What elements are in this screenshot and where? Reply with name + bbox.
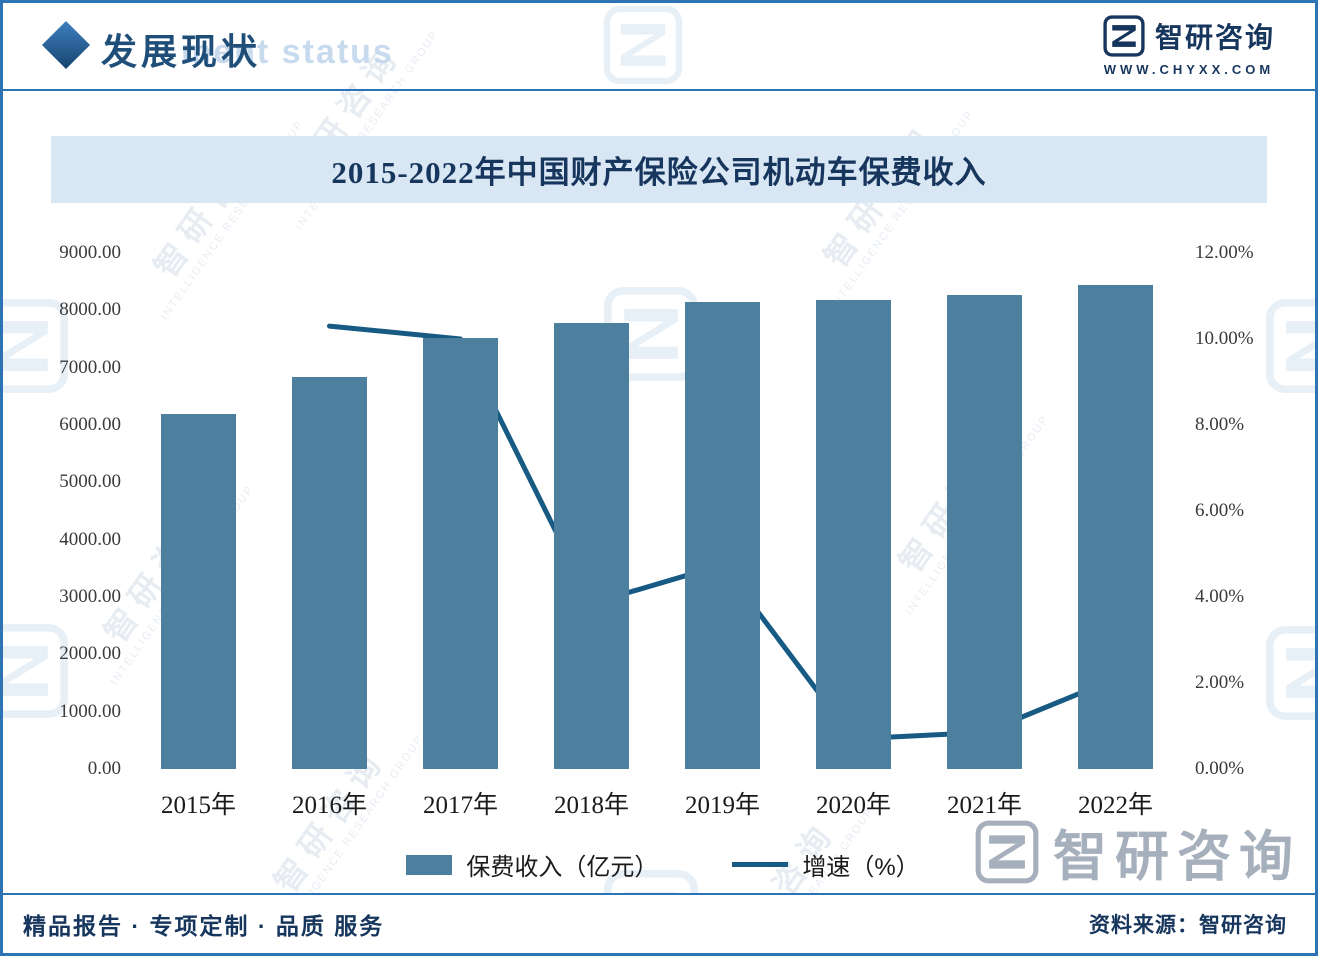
header-title-ghost: ment status bbox=[181, 33, 394, 71]
plot-area bbox=[133, 253, 1181, 769]
right-axis: 12.00% 10.00% 8.00% 6.00% 4.00% 2.00% 0.00% bbox=[1181, 242, 1285, 779]
left-axis-tick: 3000.00 bbox=[59, 586, 121, 607]
right-axis-tick: 4.00% bbox=[1195, 586, 1245, 607]
legend-line-swatch bbox=[732, 862, 789, 867]
left-axis-tick: 8000.00 bbox=[59, 299, 121, 321]
data-source: 资料来源：智研咨询 bbox=[1089, 914, 1287, 937]
left-axis-tick: 7000.00 bbox=[59, 356, 121, 378]
premium-bar bbox=[423, 337, 498, 769]
premium-bar bbox=[292, 377, 367, 769]
chart: 9000.00 8000.00 7000.00 6000.00 5000.00 4000.… bbox=[41, 242, 1285, 882]
right-axis-tick: 6.00% bbox=[1195, 500, 1245, 521]
right-axis-tick: 12.00% bbox=[1195, 242, 1254, 263]
right-axis-tick: 10.00% bbox=[1195, 328, 1254, 349]
page-title: 发展现状 bbox=[101, 31, 262, 72]
brand-watermark-logo-icon bbox=[975, 820, 1039, 884]
left-axis-tick: 6000.00 bbox=[59, 414, 121, 435]
brand-block: 智研咨询 www.chyxx.com bbox=[1103, 15, 1275, 77]
premium-bar bbox=[947, 294, 1022, 769]
legend-label: 保费收入（亿元） bbox=[466, 854, 659, 881]
brand-watermark: 智研咨询 bbox=[975, 812, 1301, 891]
x-axis: 2015年 2016年 2017年 2018年 2019年 2020年 2021年 2022年 bbox=[133, 785, 1181, 821]
x-axis-label: 2020年 bbox=[815, 792, 891, 819]
brand-logo-icon bbox=[1103, 15, 1145, 57]
legend-item: 增速（%） bbox=[732, 847, 920, 882]
brand-watermark-text: 智研咨询 bbox=[1053, 827, 1301, 887]
left-axis-tick: 5000.00 bbox=[59, 471, 121, 493]
chart-title: 2015-2022年中国财产保险公司机动车保费收入 bbox=[51, 136, 1267, 203]
x-axis-label: 2017年 bbox=[422, 792, 498, 819]
left-axis-tick: 1000.00 bbox=[59, 700, 121, 722]
x-axis-label: 2019年 bbox=[684, 792, 760, 819]
growth-line-layer bbox=[327, 323, 1118, 742]
left-axis-tick: 9000.00 bbox=[59, 242, 121, 263]
left-axis-tick: 4000.00 bbox=[59, 528, 121, 550]
right-axis-tick: 8.00% bbox=[1195, 414, 1245, 435]
legend-item: 保费收入（亿元） bbox=[406, 847, 658, 882]
left-axis-tick: 0.00 bbox=[87, 758, 121, 779]
x-axis-label: 2022年 bbox=[1077, 792, 1153, 819]
x-axis-label: 2015年 bbox=[160, 792, 236, 819]
x-axis-label: 2021年 bbox=[946, 792, 1022, 819]
premium-bar bbox=[685, 301, 760, 769]
left-axis: 9000.00 8000.00 7000.00 6000.00 5000.00 4000.… bbox=[41, 242, 133, 779]
premium-bar bbox=[161, 413, 236, 769]
footer-services: 精品报告 · 专项定制 · 品质 服务 bbox=[23, 913, 385, 939]
premium-bar bbox=[1078, 284, 1153, 769]
premium-bar bbox=[554, 322, 629, 769]
legend-label: 增速（%） bbox=[802, 854, 920, 881]
premium-bar bbox=[816, 299, 891, 769]
left-axis-tick: 2000.00 bbox=[59, 643, 121, 665]
header: ment status 发展现状 智研咨询 www.chyxx.com bbox=[3, 3, 1315, 91]
legend-bar-swatch bbox=[406, 854, 453, 875]
brand-name: 智研咨询 bbox=[1154, 22, 1275, 53]
diamond-icon bbox=[41, 20, 91, 70]
x-axis-label: 2016年 bbox=[291, 792, 367, 819]
x-axis-label: 2018年 bbox=[553, 792, 629, 819]
right-axis-tick: 2.00% bbox=[1195, 672, 1245, 693]
right-axis-tick: 0.00% bbox=[1195, 758, 1245, 779]
brand-url: www.chyxx.com bbox=[1103, 62, 1275, 77]
footer: 精品报告 · 专项定制 · 品质 服务 资料来源：智研咨询 bbox=[3, 893, 1315, 953]
